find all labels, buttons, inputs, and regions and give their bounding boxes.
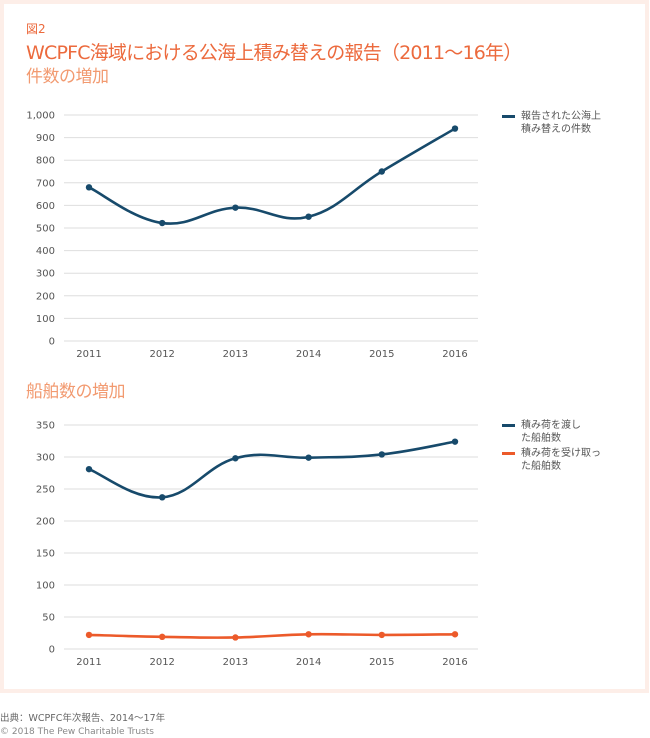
legend-swatch-icon: [502, 115, 515, 118]
y-tick-label: 500: [36, 224, 55, 235]
legend-label: 積み荷を渡し: [521, 420, 581, 431]
y-tick-label: 300: [36, 453, 55, 464]
legend-swatch-icon: [502, 452, 515, 455]
data-point: [451, 631, 459, 638]
data-point: [451, 438, 459, 445]
y-tick-label: 200: [36, 291, 55, 302]
data-point: [305, 631, 312, 638]
y-tick-label: 100: [36, 314, 55, 325]
chart2-legend: 積み荷を渡し た船舶数 積み荷を受け取っ た船舶数: [502, 419, 621, 475]
figure-label: 図2: [26, 22, 46, 36]
legend-item: 報告された公海上 積み替えの件数: [502, 110, 621, 136]
y-tick-label: 800: [36, 156, 55, 167]
data-point: [232, 455, 239, 462]
data-point: [378, 631, 385, 639]
y-tick-label: 0: [49, 645, 55, 656]
x-tick-label: 2014: [296, 657, 321, 668]
data-point: [232, 204, 239, 211]
y-tick-label: 700: [36, 178, 55, 189]
data-point: [85, 631, 93, 639]
legend-label: た船舶数: [521, 461, 561, 472]
x-tick-label: 2015: [369, 349, 394, 360]
y-tick-label: 600: [36, 201, 55, 212]
x-tick-label: 2013: [223, 657, 248, 668]
legend-item: 積み荷を受け取っ た船舶数: [502, 447, 621, 473]
x-tick-label: 2011: [76, 657, 101, 668]
legend-label: 積み替えの件数: [521, 124, 591, 135]
y-tick-label: 50: [42, 613, 55, 624]
figure-title: WCPFC海域における公海上積み替えの報告（2011〜16年）: [26, 42, 522, 64]
y-tick-label: 150: [36, 549, 55, 560]
x-tick-label: 2015: [369, 657, 394, 668]
y-tick-label: 350: [36, 421, 55, 432]
series-line: [87, 440, 457, 499]
legend-label: 積み荷を受け取っ: [521, 448, 601, 459]
chart1-title: 件数の増加: [26, 67, 109, 87]
source-note: 出典：WCPFC年次報告、2014〜17年: [0, 713, 166, 724]
y-tick-label: 0: [49, 337, 55, 348]
legend-item: 積み荷を渡し た船舶数: [502, 419, 621, 445]
y-tick-label: 250: [36, 485, 55, 496]
y-tick-label: 400: [36, 246, 55, 257]
legend-swatch-icon: [502, 424, 515, 427]
series-line: [87, 632, 457, 639]
x-tick-label: 2012: [149, 657, 174, 668]
series-line: [87, 127, 457, 225]
data-point: [378, 451, 385, 458]
data-point: [85, 184, 93, 191]
x-tick-label: 2012: [149, 349, 174, 360]
x-tick-label: 2014: [296, 349, 321, 360]
data-point: [159, 219, 166, 227]
copyright-note: © 2018 The Pew Charitable Trusts: [0, 727, 154, 737]
data-point: [159, 494, 166, 501]
x-tick-label: 2013: [223, 349, 248, 360]
data-point: [378, 168, 385, 175]
data-point: [305, 213, 312, 220]
data-point: [232, 634, 239, 641]
y-tick-label: 900: [36, 133, 55, 144]
y-tick-label: 200: [36, 517, 55, 528]
x-tick-label: 2016: [442, 657, 467, 668]
data-point: [159, 633, 166, 641]
data-point: [305, 454, 312, 461]
data-point: [85, 465, 93, 473]
chart1-legend: 報告された公海上 積み替えの件数: [502, 110, 621, 138]
data-point: [451, 125, 459, 132]
legend-label: た船舶数: [521, 433, 561, 444]
chart2-title: 船舶数の増加: [26, 382, 126, 402]
x-tick-label: 2016: [442, 349, 467, 360]
y-tick-label: 300: [36, 269, 55, 280]
chart-reports: 0 100 200 300 400 500 600 700 800 900 1,000 2011 201…: [26, 111, 478, 360]
chart-vessels: 0 50 100 150 200 250 300 350 2011 2012 2013 2014 201…: [36, 421, 478, 668]
y-tick-label: 100: [36, 581, 55, 592]
x-tick-label: 2011: [76, 349, 101, 360]
legend-label: 報告された公海上: [521, 111, 601, 122]
y-tick-label: 1,000: [26, 111, 55, 122]
